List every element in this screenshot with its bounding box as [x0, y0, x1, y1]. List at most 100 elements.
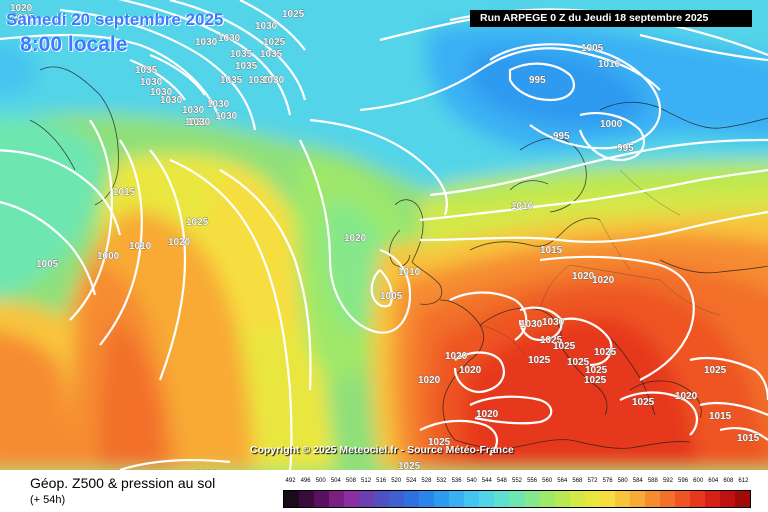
pressure-label: 1030 [255, 21, 278, 32]
color-scale-swatch [419, 491, 435, 507]
color-scale-label: 576 [602, 478, 613, 484]
color-scale-label: 588 [647, 478, 658, 484]
pressure-label: 1025 [282, 9, 305, 20]
pressure-label: 1000 [600, 119, 623, 130]
color-scale-swatch [374, 491, 390, 507]
color-scale-bar [283, 490, 751, 508]
pressure-label: 1025 [704, 365, 727, 376]
map-title: Géop. Z500 & pression au sol [30, 475, 216, 491]
pressure-label: 1020 [675, 391, 698, 402]
pressure-label: 1020 [445, 351, 468, 362]
pressure-label: 1020 [418, 375, 441, 386]
pressure-label: 1020 [344, 233, 367, 244]
pressure-label: 1025 [584, 375, 607, 386]
color-scale-swatch [344, 491, 360, 507]
pressure-label: 1000 [97, 251, 120, 262]
color-scale-label: 520 [391, 478, 402, 484]
color-scale-swatch [494, 491, 510, 507]
color-scale-label: 556 [527, 478, 538, 484]
pressure-label: 1030 [262, 75, 285, 86]
color-scale-swatch [629, 491, 645, 507]
pressure-label: 1020 [10, 3, 33, 14]
pressure-label: 1010 [129, 241, 152, 252]
pressure-label: 1020 [168, 237, 191, 248]
pressure-label: 995 [617, 143, 634, 154]
color-scale-label: 508 [345, 478, 356, 484]
pressure-label: 1025 [263, 37, 286, 48]
pressure-label: 1025 [398, 461, 421, 470]
color-scale-swatch [524, 491, 540, 507]
color-scale-label: 504 [330, 478, 341, 484]
pressure-label: 1030 [195, 37, 218, 48]
pressure-label: 1020 [572, 271, 595, 282]
color-scale-label: 584 [632, 478, 643, 484]
pressure-label: 1020 [592, 275, 615, 286]
color-scale-swatch [464, 491, 480, 507]
pressure-label: 1030 [215, 111, 238, 122]
color-scale-label: 612 [738, 478, 749, 484]
pressure-label: 1015 [540, 245, 563, 256]
color-scale-swatch [449, 491, 465, 507]
color-scale-swatch [719, 491, 735, 507]
color-scale-label: 568 [572, 478, 583, 484]
pressure-label: 1025 [528, 355, 551, 366]
pressure-label: 1030 [185, 117, 208, 128]
color-scale-label: 540 [466, 478, 477, 484]
pressure-label: 1015 [709, 411, 732, 422]
color-scale-swatch [644, 491, 660, 507]
color-scale-label: 500 [315, 478, 326, 484]
color-scale-swatch [329, 491, 345, 507]
pressure-label: 1025 [186, 217, 209, 228]
pressure-label: 1035 [220, 75, 243, 86]
pressure-label: 1030 [218, 33, 241, 44]
copyright-text: Copyright © 2025 Meteociel.fr - Source M… [250, 444, 514, 456]
pressure-label: 1035 [235, 61, 258, 72]
pressure-label: 1005 [581, 43, 604, 54]
color-scale-label: 544 [481, 478, 492, 484]
color-scale-label: 548 [496, 478, 507, 484]
weather-map: 1015 1030 1030 1025 1030 1020 1035 1035 1025 1035… [0, 0, 768, 470]
color-scale-label: 600 [693, 478, 704, 484]
pressure-label: 1030 [248, 75, 271, 86]
color-scale-swatch [284, 491, 300, 507]
color-scale-label: 524 [406, 478, 417, 484]
color-scale-label: 492 [285, 478, 296, 484]
color-scale-label: 516 [376, 478, 387, 484]
color-scale-label: 496 [300, 478, 311, 484]
pressure-label: 1025 [553, 341, 576, 352]
forecast-time: 8:00 locale [20, 33, 128, 56]
color-scale-label: 592 [662, 478, 673, 484]
color-scale-swatch [389, 491, 405, 507]
forecast-range: (+ 54h) [30, 494, 66, 506]
pressure-label: 1030 [520, 319, 543, 330]
pressure-label: 1025 [540, 335, 563, 346]
color-scale-swatch [659, 491, 675, 507]
pressure-label: 1030 [150, 87, 173, 98]
color-scale-label: 564 [557, 478, 568, 484]
pressure-label: 1005 [380, 291, 403, 302]
color-scale-label: 596 [678, 478, 689, 484]
color-scale-swatch [509, 491, 525, 507]
color-scale-swatch [404, 491, 420, 507]
pressure-label: 1020 [476, 409, 499, 420]
color-scale-swatch [314, 491, 330, 507]
color-scale-swatch [479, 491, 495, 507]
color-scale-labels: 492 496 500 504 508 512 516 520 524 528 532 536 540 5… [283, 478, 751, 488]
pressure-label: 1030 [542, 317, 565, 328]
color-scale-label: 608 [723, 478, 734, 484]
pressure-label: 1030 [207, 99, 230, 110]
pressure-label: 1030 [160, 95, 183, 106]
color-scale-swatch [359, 491, 375, 507]
color-scale-swatch [434, 491, 450, 507]
color-scale-swatch [539, 491, 555, 507]
pressure-label: 995 [553, 131, 570, 142]
pressure-label: 1025 [632, 397, 655, 408]
pressure-label: 1005 [36, 259, 59, 270]
pressure-label: 1025 [567, 357, 590, 368]
color-scale-swatch [704, 491, 720, 507]
pressure-label: 1010 [598, 59, 621, 70]
color-scale-swatch [599, 491, 615, 507]
color-scale-label: 552 [511, 478, 522, 484]
pressure-label: 1030 [182, 105, 205, 116]
